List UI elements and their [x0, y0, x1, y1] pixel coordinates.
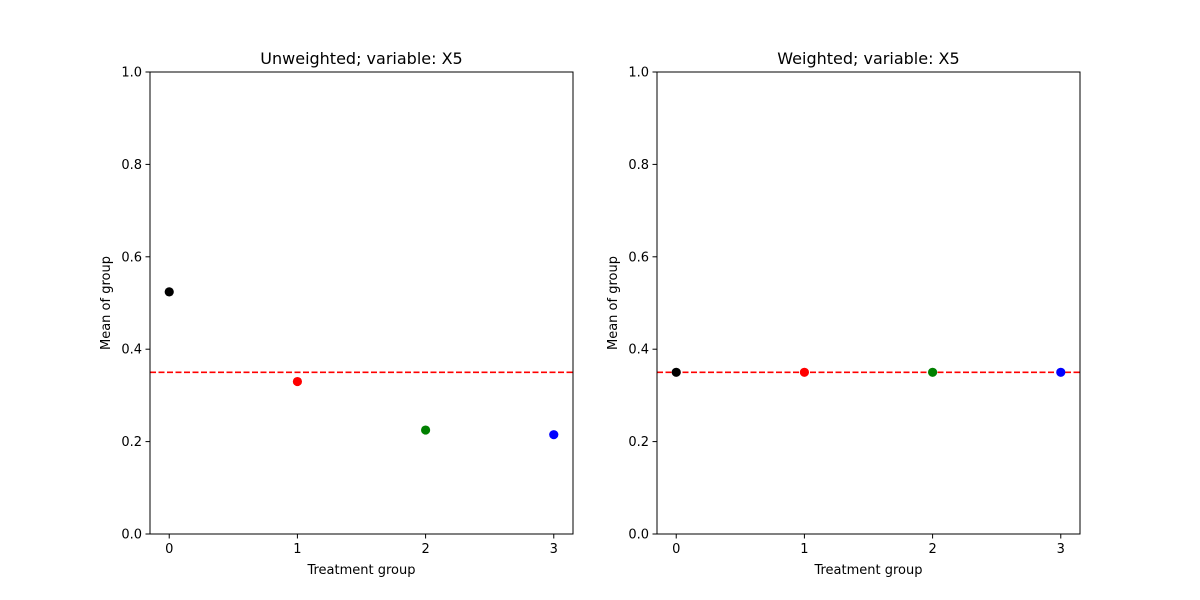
right-y-tick-label: 0.8 — [628, 158, 649, 173]
left-y-tick-label: 0.4 — [121, 343, 142, 358]
right-y-tick-label: 0.2 — [628, 435, 649, 450]
left-x-tick-label: 0 — [165, 542, 173, 557]
left-y-tick-label: 0.2 — [121, 435, 142, 450]
right-axes-frame — [656, 71, 1081, 535]
left-group-0-point — [164, 287, 174, 297]
left-y-tick-label: 0.8 — [121, 158, 142, 173]
right-y-tick-label: 0.4 — [628, 343, 649, 358]
right-group-2-point — [927, 367, 938, 377]
left-group-1-point — [292, 376, 303, 387]
right-x-tick-label: 1 — [800, 542, 808, 557]
right-panel-weighted: Weighted; variable: X5 Treatment group M… — [606, 49, 1081, 578]
right-x-tick-label: 0 — [672, 542, 680, 557]
right-y-axis-label: Mean of group — [606, 256, 621, 350]
right-x-axis-label: Treatment group — [813, 563, 922, 578]
right-group-1-point — [799, 367, 810, 377]
left-x-tick-label: 2 — [421, 542, 429, 557]
right-y-tick-label: 1.0 — [628, 66, 649, 81]
right-group-3-point — [1056, 367, 1066, 377]
left-x-tick-label: 3 — [550, 542, 558, 557]
left-panel-unweighted: Unweighted; variable: X5 Treatment group… — [99, 49, 574, 578]
left-y-tick-label: 0.6 — [121, 250, 142, 265]
left-x-tick-label: 1 — [293, 542, 301, 557]
left-x-axis-label: Treatment group — [306, 563, 415, 578]
right-x-tick-label: 2 — [928, 542, 936, 557]
left-y-tick-label: 1.0 — [121, 66, 142, 81]
right-group-0-point — [671, 367, 681, 377]
right-y-tick-label: 0.6 — [628, 250, 649, 265]
left-group-3-point — [549, 430, 559, 440]
right-y-tick-label: 0.0 — [628, 528, 649, 543]
left-axes-frame — [149, 71, 574, 535]
left-panel-title: Unweighted; variable: X5 — [260, 49, 462, 68]
left-y-axis-label: Mean of group — [99, 256, 114, 350]
left-group-2-point — [420, 425, 431, 435]
left-y-tick-label: 0.0 — [121, 528, 142, 543]
right-panel-title: Weighted; variable: X5 — [777, 49, 959, 68]
right-x-tick-label: 3 — [1057, 542, 1065, 557]
